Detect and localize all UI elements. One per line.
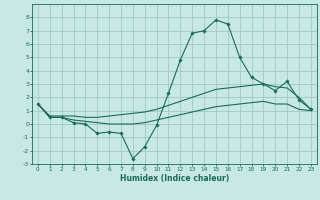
X-axis label: Humidex (Indice chaleur): Humidex (Indice chaleur) — [120, 174, 229, 183]
